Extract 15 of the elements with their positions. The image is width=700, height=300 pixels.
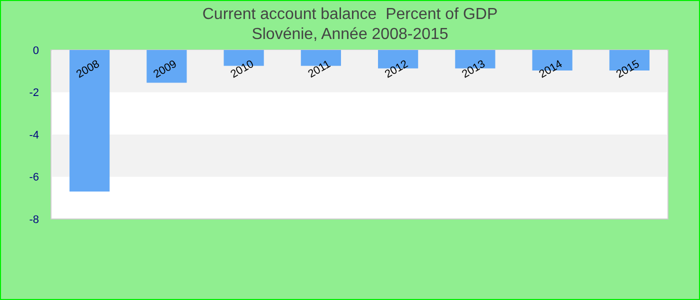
x-tick-label: 2009 <box>152 58 179 81</box>
y-tick-label: -2 <box>29 87 39 100</box>
x-tick-label: 2008 <box>74 58 102 81</box>
y-tick-label: -6 <box>29 172 39 184</box>
x-tick-label: 2014 <box>537 58 564 81</box>
chart-subtitle: Slovénie, Année 2008-2015 <box>252 26 448 43</box>
y-tick-label: -4 <box>29 129 39 142</box>
y-tick-label: 0 <box>32 44 39 57</box>
x-tick-label: 2012 <box>382 58 410 81</box>
y-tick-label: -8 <box>29 214 39 226</box>
x-tick-label: 2011 <box>306 58 333 81</box>
x-tick-label: 2015 <box>614 58 642 81</box>
chart-title: Current account balance Percent of GDP <box>202 6 498 23</box>
x-tick-label: 2013 <box>460 58 488 81</box>
x-tick-label: 2010 <box>228 58 256 81</box>
